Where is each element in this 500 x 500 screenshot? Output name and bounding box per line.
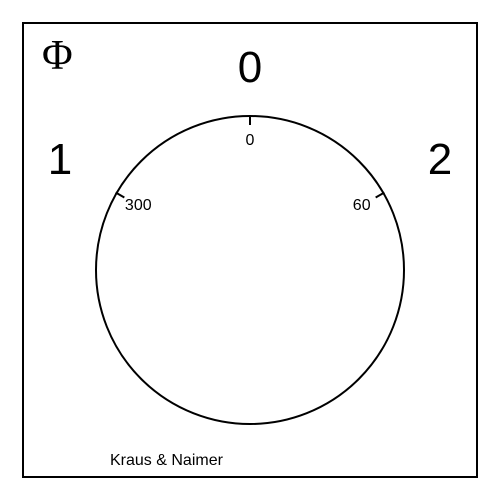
position-label-1: 1 <box>48 135 72 185</box>
rotary-dial[interactable] <box>95 115 405 425</box>
brand-label: Kraus & Naimer <box>110 452 223 470</box>
position-label-2: 2 <box>428 135 452 185</box>
dial-angle-label-300: 300 <box>125 197 152 215</box>
dial-angle-label-0: 0 <box>246 132 255 150</box>
phi-logo: Φ <box>42 32 73 80</box>
position-label-0: 0 <box>238 43 262 93</box>
dial-tick-0 <box>249 115 251 125</box>
switch-plate: Φ 0 1 2 0 60 300 Kraus & Naimer <box>0 0 500 500</box>
dial-angle-label-60: 60 <box>353 197 371 215</box>
